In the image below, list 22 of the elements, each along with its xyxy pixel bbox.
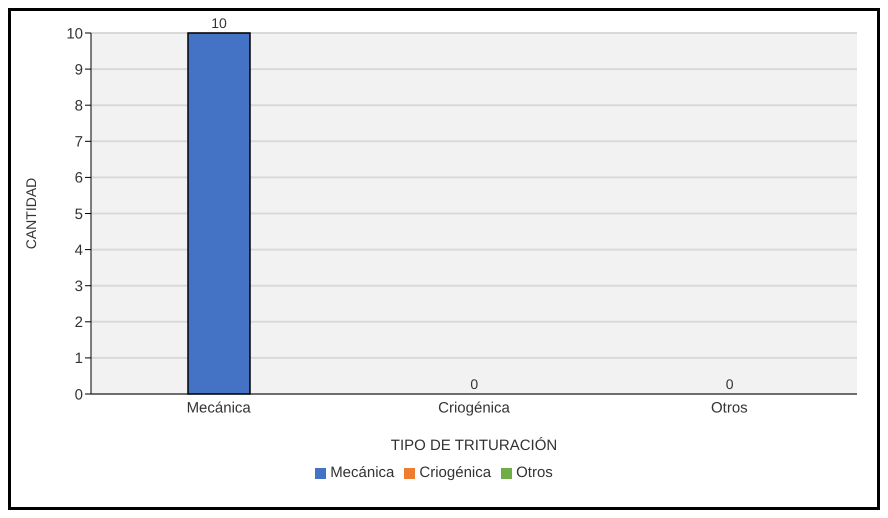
legend-label: Mecánica (330, 464, 394, 481)
y-axis-title: CANTIDAD (22, 178, 39, 250)
y-tick-label: 8 (74, 98, 83, 115)
y-tick-label: 9 (74, 61, 83, 78)
y-tick-label: 7 (74, 134, 83, 151)
x-tick-label: Criogénica (438, 400, 510, 417)
y-tick-label: 3 (74, 278, 83, 296)
y-tick-label: 4 (74, 242, 83, 259)
data-label: 10 (211, 15, 227, 31)
y-tick-label: 5 (74, 206, 83, 223)
x-tick-label: Mecánica (186, 400, 252, 417)
legend-label: Otros (516, 464, 553, 481)
y-tick-label: 10 (66, 25, 83, 42)
y-tick-label: 6 (74, 170, 83, 187)
y-tick-label: 0 (74, 386, 83, 404)
data-label: 0 (470, 376, 478, 392)
legend-label: Criogénica (419, 464, 492, 481)
y-tick-label: 1 (74, 350, 83, 368)
x-tick-label: Otros (710, 400, 748, 417)
x-axis-title: TIPO DE TRITURACIÓN (390, 436, 558, 454)
data-label: 0 (726, 376, 734, 392)
y-tick-label: 2 (74, 314, 83, 332)
